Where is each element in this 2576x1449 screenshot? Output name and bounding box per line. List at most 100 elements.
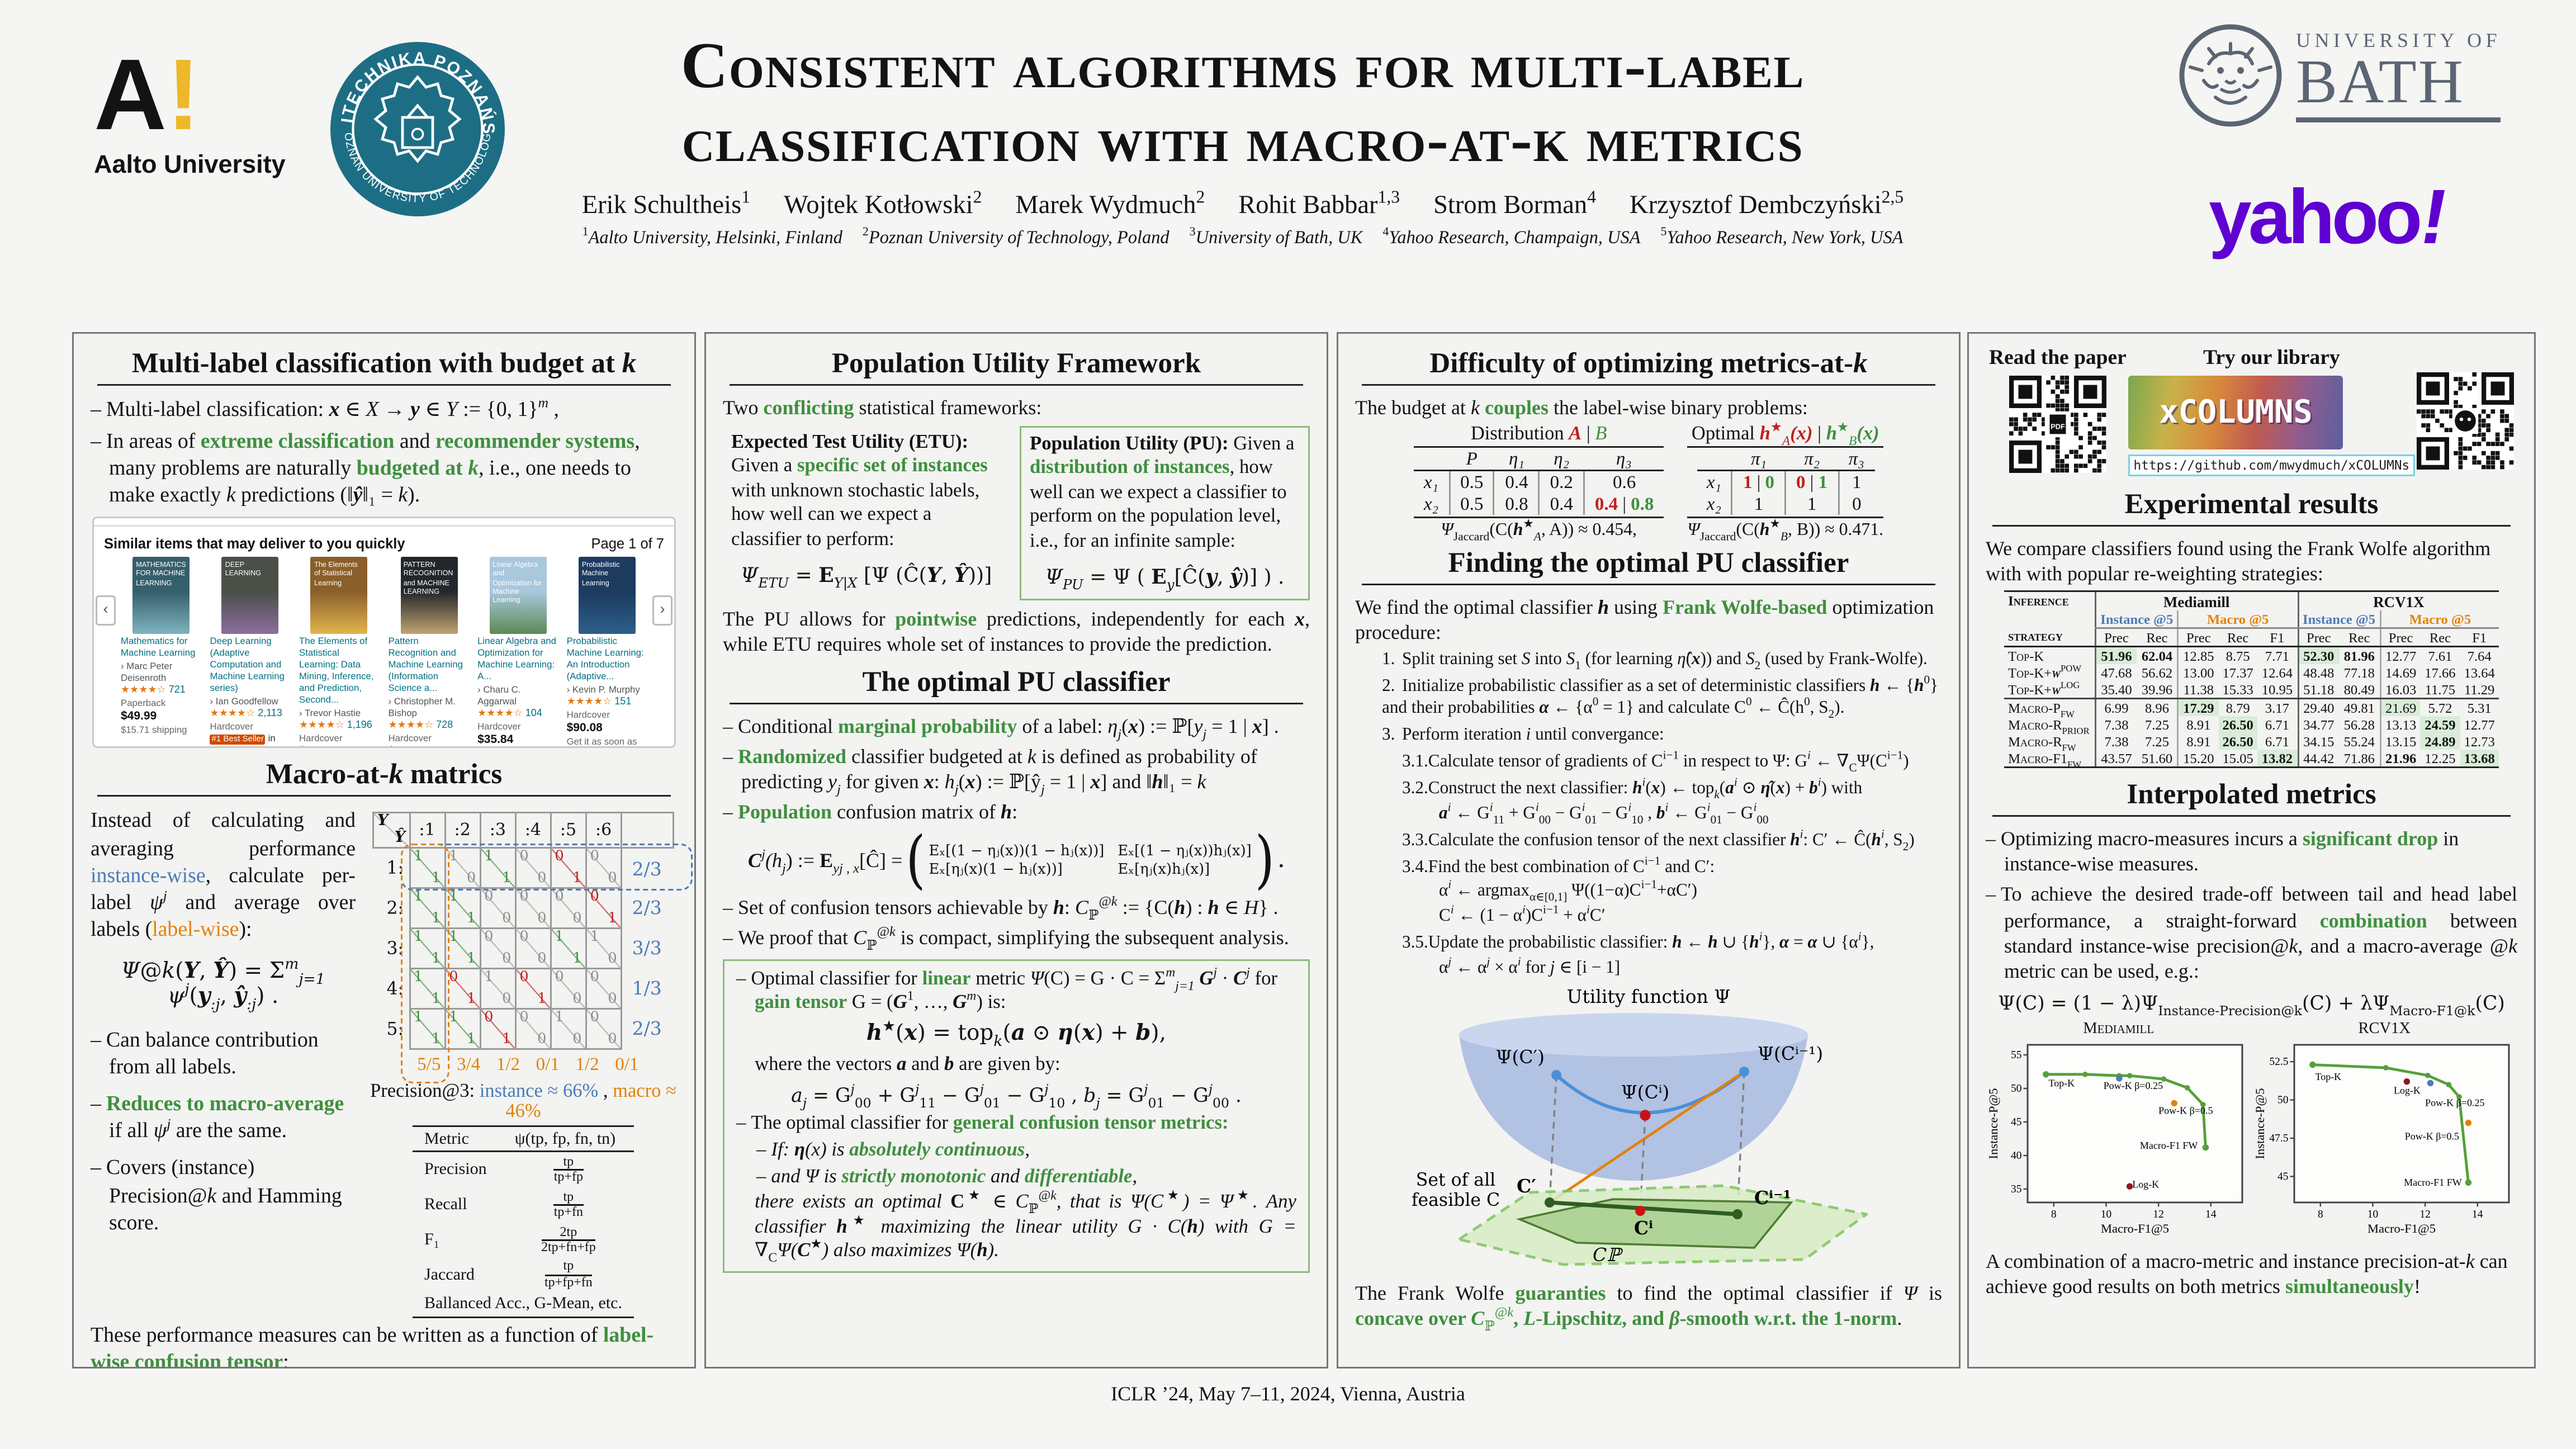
psi-cprime-label: Ψ(C′): [1496, 1045, 1545, 1067]
svg-text:12: 12: [2419, 1209, 2431, 1220]
etu-formula: ΨETU = EY|X [Ψ (Ĉ(Y, Ŷ))]: [740, 563, 992, 591]
svg-text:PDF: PDF: [2051, 423, 2065, 431]
section-heading: Multi-label classification with budget a…: [131, 347, 637, 379]
vectors-text: where the vectors a and b are given by:: [755, 1053, 1060, 1076]
svg-text:8: 8: [2052, 1209, 2057, 1220]
poznan-logo: POLITECHNIKA POZNAŃSKA POZNAN UNIVERSITY…: [321, 26, 506, 226]
svg-text:8: 8: [2317, 1209, 2323, 1220]
ab-formula: aj = Gj00 + Gj11 − Gj01 − Gj10 , bj = Gj…: [791, 1082, 1242, 1111]
carousel-next-button[interactable]: ›: [652, 596, 673, 627]
svg-text:12: 12: [2153, 1209, 2165, 1220]
book-item[interactable]: The Elements of Statistical Learning The …: [299, 557, 380, 747]
frank-wolfe-figure: Utility function Ψ Ψ(C′) Ψ(Cⁱ) Ψ(Cⁱ⁻¹) S…: [1412, 985, 1868, 1265]
page-title-line1: Consistent algorithms for multi-label: [680, 30, 1805, 102]
svg-text:45: 45: [2277, 1171, 2288, 1182]
svg-text:47.5: 47.5: [2269, 1133, 2288, 1144]
svg-text:50: 50: [2011, 1083, 2023, 1095]
bullet: We proof that Cℙ@k is compact, simplifyi…: [738, 924, 1310, 952]
chart-point-label: Log-K: [2393, 1085, 2420, 1096]
difficulty-intro: The budget at k couples the label-wise b…: [1355, 396, 1808, 419]
tradeoff-chart: 8 10 12 14 45 47.5 50 52.5 Macro-F1@5 Instance-P@…: [2252, 1044, 2509, 1235]
etu-title: Expected Test Utility (ETU):: [731, 431, 969, 453]
bath-emblem-icon: [2179, 24, 2282, 127]
book-item[interactable]: MATHEMATICS FOR MACHINE LEARNING Mathemat…: [121, 557, 202, 747]
paper-qr-code: PDF: [2009, 376, 2106, 473]
pu-note: The PU allows for pointwise predictions,…: [723, 607, 1310, 656]
section-heading: Difficulty of optimizing metrics-at-k: [1429, 347, 1868, 379]
section-heading: Experimental results: [2124, 488, 2379, 520]
theorem-text: there exists an optimal C★ ∈ Cℙ@k, that …: [755, 1187, 1296, 1266]
tensor-paragraph: These performance measures can be writte…: [91, 1322, 654, 1368]
book-item[interactable]: Probabilistic Machine Learning Probabilis…: [567, 557, 648, 747]
conference-footer: ICLR ’24, May 7–11, 2024, Vienna, Austri…: [1111, 1382, 1465, 1405]
svg-text:14: 14: [2206, 1209, 2217, 1220]
carousel-prev-button[interactable]: ‹: [96, 596, 116, 627]
bath-logo: UNIVERSITY OF BATH: [2179, 23, 2502, 127]
panel-results: Read the paper PDF Try our library xCOLU…: [1967, 332, 2536, 1368]
book-cover: Probabilistic Machine Learning: [578, 557, 636, 635]
bullet: In areas of extreme classification and r…: [106, 428, 678, 509]
affiliation: 4Yahoo Research, Champaign, USA: [1382, 224, 1641, 249]
bath-line1: UNIVERSITY OF: [2296, 29, 2502, 53]
procedure-step: Ci ← (1 − αi)Ci−1 + αiC′: [1439, 903, 1606, 926]
svg-text:10: 10: [2367, 1209, 2378, 1220]
aalto-a: A: [94, 39, 167, 151]
svg-text:50: 50: [2277, 1094, 2288, 1106]
read-paper-label: Read the paper: [1989, 345, 2127, 369]
github-url-link[interactable]: https://github.com/mwydmuch/xCOLUMNs: [2128, 454, 2415, 476]
author: Krzysztof Dembczyński2,5: [1630, 190, 1904, 221]
procedure-step: 3.3. Calculate the confusion tensor of t…: [1402, 827, 1915, 854]
procedure-step: αj ← αj × αi for j ∈ [i − 1]: [1439, 954, 1621, 977]
book-item[interactable]: Linear Algebra and Optimization for Mach…: [477, 557, 558, 747]
chart-point-label: Macro-F1 FW: [2403, 1177, 2461, 1188]
procedure-step: 1. Split training set S into S1 (for lea…: [1382, 650, 1928, 673]
bullet: and Ψ is strictly monotonic and differen…: [771, 1165, 1296, 1190]
aalto-logo: A! Aalto University: [94, 45, 312, 180]
macro-formula: Ψ@k(Y, Ŷ) = Σmj=1 ψj(y:j, ŷ:j) .: [121, 956, 325, 1014]
population-confusion-matrix: Cj(hj) := Eyj , x[Ĉ] = (Eₓ[(1 − ηⱼ(x))(1…: [748, 823, 1285, 897]
chart-point-label: Top-K: [2049, 1077, 2075, 1088]
amazon-header: Similar items that may deliver to you qu…: [104, 536, 405, 553]
chart-point-label: Pow-K β=0.5: [2404, 1130, 2459, 1142]
affiliation: 3University of Bath, UK: [1189, 224, 1363, 249]
bullet: Optimizing macro-measures incurs a signi…: [2001, 827, 2517, 878]
book-item[interactable]: DEEP LEARNING Deep Learning (Adaptive Com…: [210, 557, 291, 747]
bath-underline: [2296, 117, 2502, 122]
metric-table: Metric ψ(tp, fp, fn, tn) Precision tp tp+fp R…: [412, 1126, 634, 1318]
bullet: Set of confusion tensors achievable by h…: [738, 894, 1310, 922]
procedure-step: 2. Initialize probabilistic classifier a…: [1382, 673, 1939, 722]
book-cover: Linear Algebra and Optimization for Mach…: [489, 557, 547, 635]
svg-text:52.5: 52.5: [2269, 1056, 2288, 1068]
procedure-step: ai ← Gi11 + Gi00 − Gi01 − Gi10 , bi ← Gi…: [1439, 801, 1769, 827]
bullet: Can balance contribution from all labels…: [106, 1026, 356, 1081]
procedure-step: 3.1. Calculate tensor of gradients of Ci…: [1402, 749, 1909, 776]
svg-text:10: 10: [2101, 1209, 2112, 1220]
amazon-screenshot: Similar items that may deliver to you qu…: [92, 517, 676, 749]
bullet: Conditional marginal probability of a la…: [738, 714, 1310, 741]
bullet: To achieve the desired trade-off between…: [2001, 883, 2517, 984]
authors-row: Erik Schultheis1 Wojtek Kotłowski2 Marek W…: [496, 190, 1989, 222]
aalto-bang: !: [167, 39, 200, 151]
book-item[interactable]: PATTERN RECOGNITION and MACHINE LEARNING…: [389, 557, 470, 747]
cim1-label: Cⁱ⁻¹: [1754, 1186, 1791, 1208]
results-intro: We compare classifiers found using the F…: [1986, 537, 2491, 586]
etu-box: Expected Test Utility (ETU): Given a spe…: [723, 426, 1010, 600]
book-cover: The Elements of Statistical Learning: [311, 557, 368, 635]
chart-point-label: Log-K: [2133, 1178, 2160, 1190]
fw-procedure: 1. Split training set S into S1 (for lea…: [1355, 648, 1942, 979]
chart-point-label: Pow-K β=0.25: [2425, 1097, 2484, 1108]
library-block: Try our library xCOLUMNS https://github.…: [2128, 345, 2415, 476]
affiliation: 5Yahoo Research, New York, USA: [1660, 224, 1903, 249]
bullet: Randomized classifier budgeted at k is d…: [738, 745, 1310, 797]
tradeoff-charts: Mediamill 8 10 12 14 35 40 45 50 55 Macro-F1@5 Inst…: [1986, 1021, 2517, 1244]
bullet: If: η(x) is absolutely continuous,: [771, 1139, 1296, 1163]
yahoo-logo: yahoo!: [2209, 173, 2453, 260]
table-row: Macro-F1FW 43.57 51.60 15.20 15.05 13.82 44.42…: [2004, 750, 2499, 770]
pu-box: Population Utility (PU): Given a distrib…: [1020, 426, 1310, 600]
topk-formula: h★(x) = topk(a ⊙ η(x) + b),: [866, 1019, 1167, 1051]
author: Rohit Babbar1,3: [1238, 190, 1400, 221]
precision-line: Precision@3: instance ≈ 66% , macro ≈ 46…: [370, 1082, 676, 1123]
psi-cim1-label: Ψ(Cⁱ⁻¹): [1758, 1042, 1823, 1064]
